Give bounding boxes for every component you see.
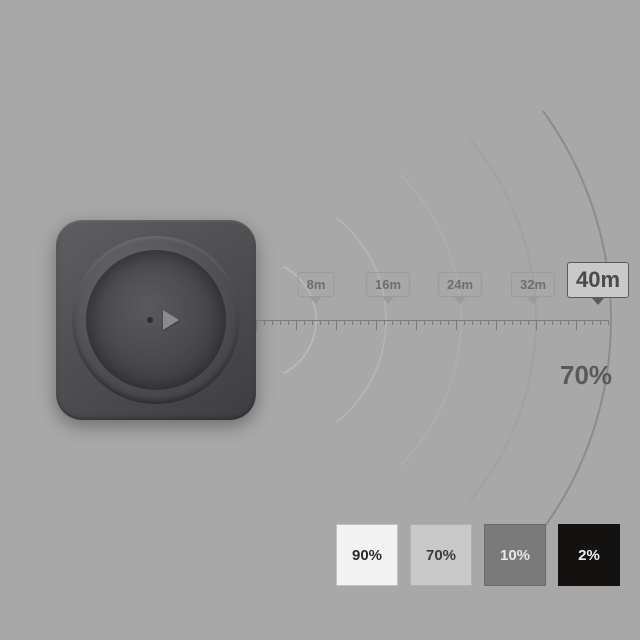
sensor-ring [72,236,240,404]
distance-marker-label: 32m [511,272,555,297]
distance-ruler [256,320,608,346]
marker-pointer-icon [454,297,466,304]
reflectivity-swatches: 90%70%10%2% [336,524,620,586]
lidar-sensor [56,220,256,420]
sensor-lens [86,250,226,390]
distance-marker-label: 8m [298,272,335,297]
reflectivity-swatch: 2% [558,524,620,586]
distance-marker-label: 16m [366,272,410,297]
distance-marker: 8m [298,272,335,304]
marker-pointer-icon [310,297,322,304]
marker-pointer-icon [382,297,394,304]
distance-marker-label: 24m [438,272,482,297]
distance-marker-label: 40m [567,262,629,298]
reflectivity-swatch: 70% [410,524,472,586]
marker-pointer-icon [592,298,604,305]
distance-marker: 32m [511,272,555,304]
sensor-axis-dot [147,317,153,323]
marker-pointer-icon [527,297,539,304]
distance-marker: 40m [567,262,629,305]
distance-marker: 16m [366,272,410,304]
direction-arrow-icon [163,310,179,330]
diagram-canvas: 8m16m24m32m40m 70% 90%70%10%2% [0,0,640,640]
reflectivity-label: 70% [560,360,612,391]
reflectivity-swatch: 90% [336,524,398,586]
distance-marker: 24m [438,272,482,304]
reflectivity-swatch: 10% [484,524,546,586]
